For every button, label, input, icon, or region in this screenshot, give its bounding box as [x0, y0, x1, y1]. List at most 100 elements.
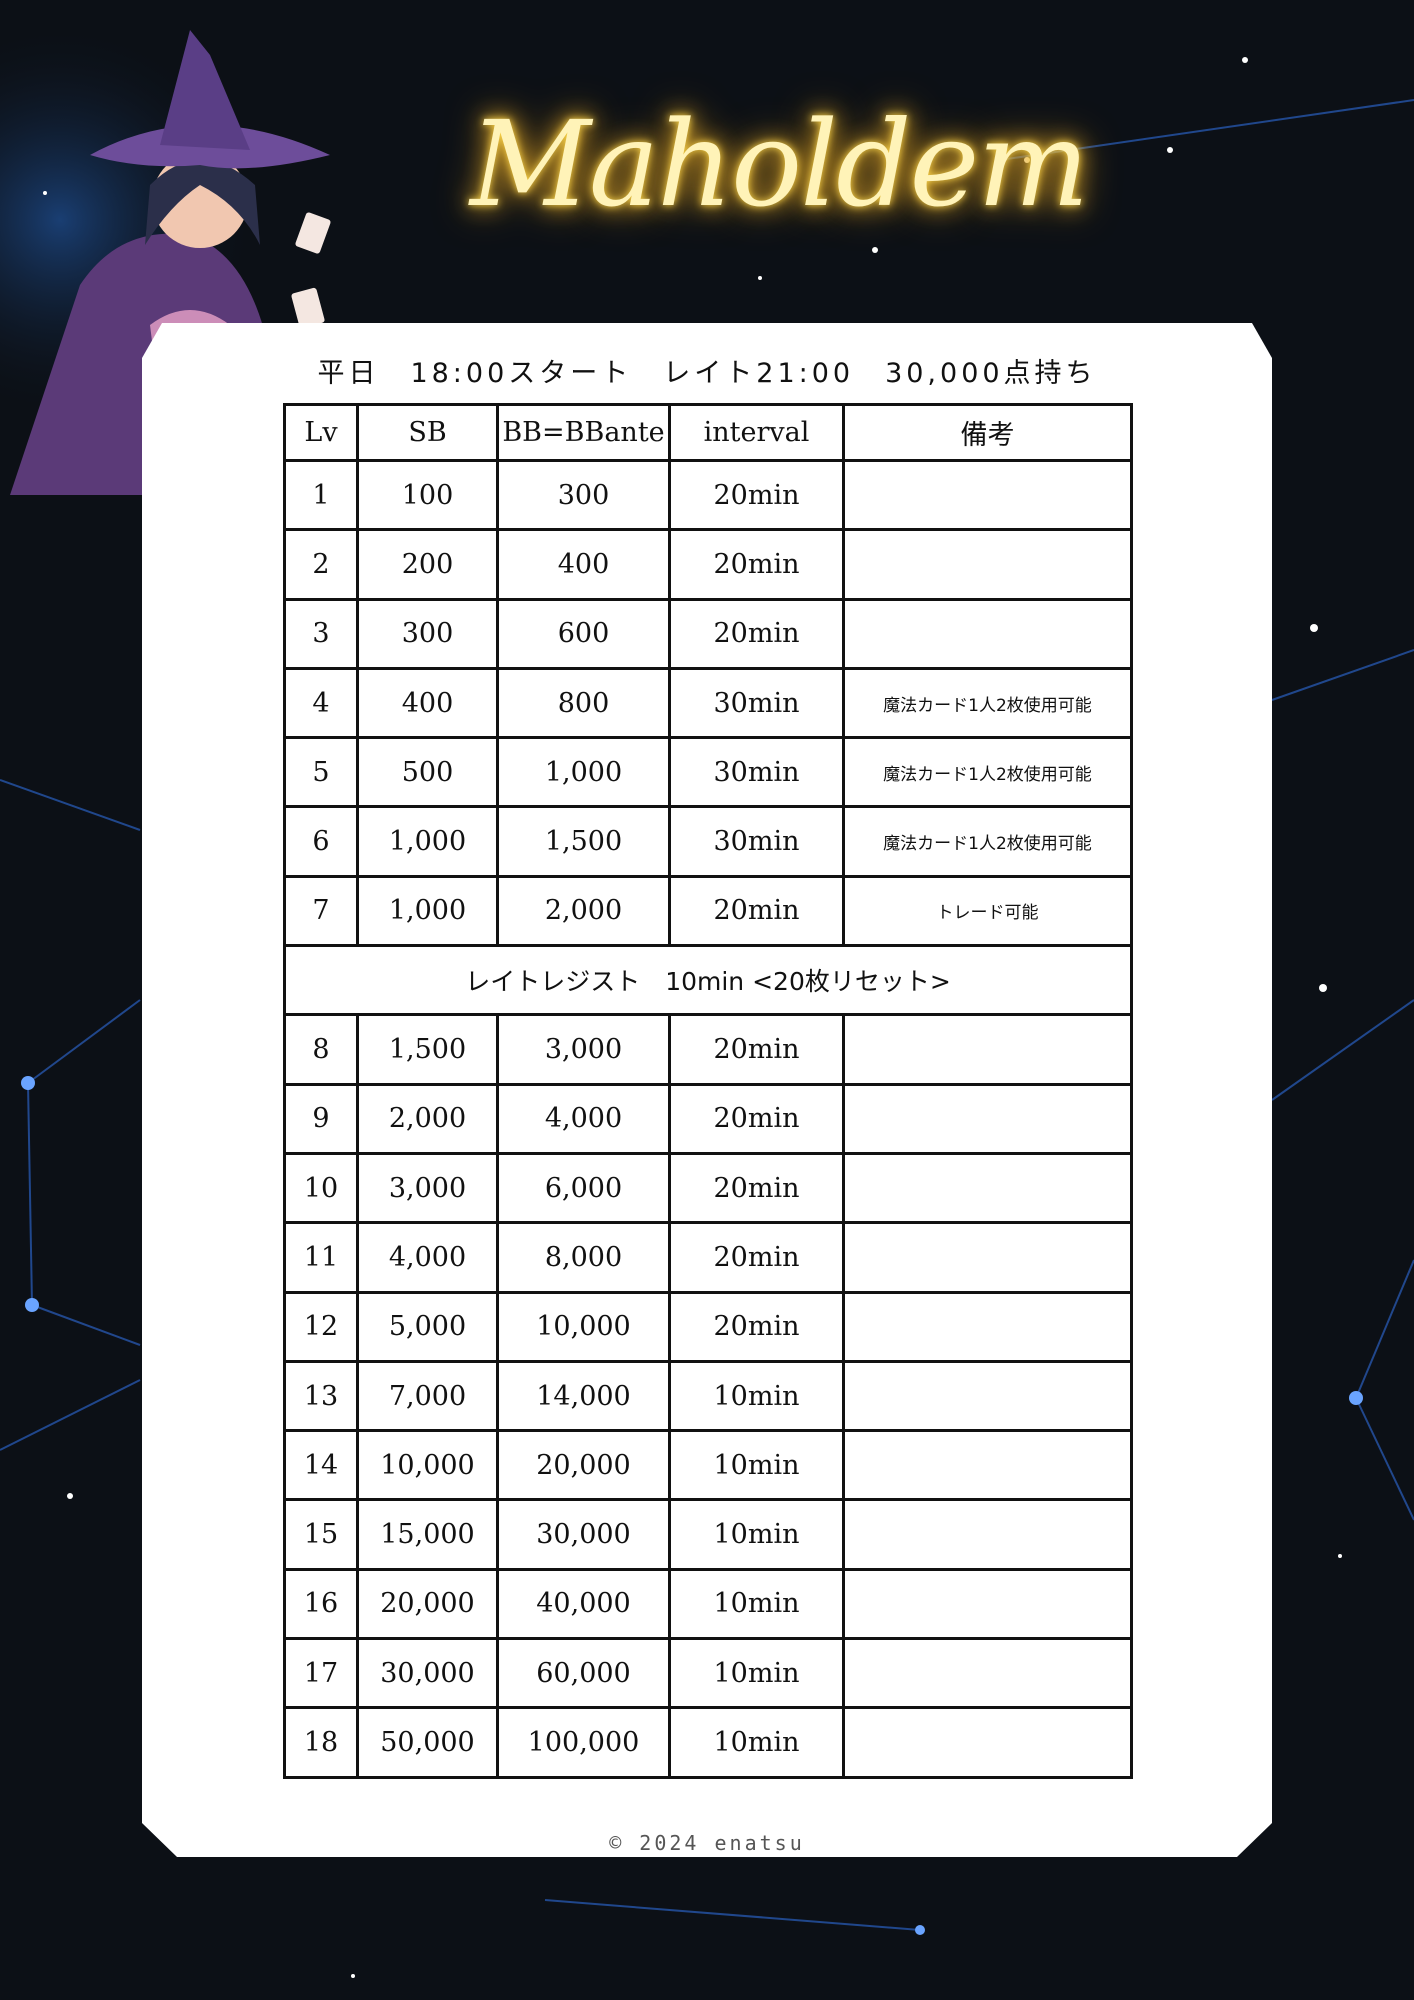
cell-interval: 10min [668, 1637, 845, 1710]
header-sb: SB [356, 403, 499, 462]
cell-interval: 20min [668, 1013, 845, 1086]
cell-notes [842, 1498, 1133, 1571]
cell-bb: 4,000 [496, 1082, 671, 1155]
cell-bb: 400 [496, 528, 671, 601]
cell-notes [842, 1706, 1133, 1779]
header-notes: 備考 [842, 403, 1133, 462]
table-row: 16 20,000 40,000 10min [283, 1567, 1133, 1641]
cell-interval: 20min [668, 458, 845, 532]
cell-level: 18 [283, 1706, 359, 1779]
cell-level: 15 [283, 1498, 359, 1571]
cell-sb: 2,000 [356, 1082, 499, 1155]
table-row: 9 2,000 4,000 20min [283, 1082, 1133, 1155]
cell-level: 3 [283, 597, 359, 670]
cell-bb: 8,000 [496, 1221, 671, 1294]
cell-level: 11 [283, 1221, 359, 1294]
cell-notes [842, 1359, 1133, 1433]
cell-notes [842, 1290, 1133, 1363]
cell-level: 5 [283, 736, 359, 809]
cell-sb: 3,000 [356, 1151, 499, 1225]
cell-level: 7 [283, 874, 359, 948]
table-row: 18 50,000 100,000 10min [283, 1706, 1133, 1779]
table-row: 3 300 600 20min [283, 597, 1133, 670]
table-row: 6 1,000 1,500 30min 魔法カード1人2枚使用可能 [283, 805, 1133, 878]
cell-sb: 50,000 [356, 1706, 499, 1779]
cell-bb: 6,000 [496, 1151, 671, 1225]
cell-bb: 2,000 [496, 874, 671, 948]
cell-sb: 15,000 [356, 1498, 499, 1571]
cell-level: 12 [283, 1290, 359, 1363]
cell-sb: 1,000 [356, 874, 499, 948]
cell-interval: 20min [668, 597, 845, 670]
cell-bb: 40,000 [496, 1567, 671, 1641]
cell-sb: 100 [356, 458, 499, 532]
cell-sb: 500 [356, 736, 499, 809]
cell-notes [842, 1082, 1133, 1155]
cell-notes [842, 1151, 1133, 1225]
cell-level: 14 [283, 1429, 359, 1502]
cell-level: 2 [283, 528, 359, 601]
cell-sb: 4,000 [356, 1221, 499, 1294]
table-row: 4 400 800 30min 魔法カード1人2枚使用可能 [283, 666, 1133, 740]
cell-interval: 20min [668, 528, 845, 601]
cell-level: 13 [283, 1359, 359, 1433]
table-row: 8 1,500 3,000 20min [283, 1013, 1133, 1086]
maholdem-logo: Maholdem [470, 95, 1089, 233]
cell-sb: 20,000 [356, 1567, 499, 1641]
cell-interval: 10min [668, 1359, 845, 1433]
cell-interval: 10min [668, 1429, 845, 1502]
cell-bb: 60,000 [496, 1637, 671, 1710]
cell-sb: 10,000 [356, 1429, 499, 1502]
cell-notes [842, 1637, 1133, 1710]
cell-level: 16 [283, 1567, 359, 1641]
late-registration-row: レイトレジスト 10min <20枚リセット> [283, 944, 1133, 1017]
header-interval: interval [668, 403, 845, 462]
table-row: 15 15,000 30,000 10min [283, 1498, 1133, 1571]
cell-interval: 20min [668, 1221, 845, 1294]
cell-sb: 7,000 [356, 1359, 499, 1433]
cell-bb: 1,500 [496, 805, 671, 878]
table-row: 12 5,000 10,000 20min [283, 1290, 1133, 1363]
cell-bb: 14,000 [496, 1359, 671, 1433]
cell-bb: 3,000 [496, 1013, 671, 1086]
cell-interval: 30min [668, 666, 845, 740]
cell-notes [842, 1567, 1133, 1641]
header-bb: BB=BBante [496, 403, 671, 462]
cell-level: 8 [283, 1013, 359, 1086]
cell-bb: 1,000 [496, 736, 671, 809]
cell-bb: 600 [496, 597, 671, 670]
cell-interval: 30min [668, 736, 845, 809]
copyright: © 2024 enatsu [609, 1831, 805, 1855]
table-row: 11 4,000 8,000 20min [283, 1221, 1133, 1294]
cell-level: 6 [283, 805, 359, 878]
cell-sb: 200 [356, 528, 499, 601]
cell-sb: 300 [356, 597, 499, 670]
table-row: 5 500 1,000 30min 魔法カード1人2枚使用可能 [283, 736, 1133, 809]
cell-bb: 20,000 [496, 1429, 671, 1502]
table-row: 1 100 300 20min [283, 458, 1133, 532]
cell-interval: 10min [668, 1498, 845, 1571]
cell-notes [842, 458, 1133, 532]
cell-interval: 20min [668, 1290, 845, 1363]
cell-notes: 魔法カード1人2枚使用可能 [842, 666, 1133, 740]
cell-notes [842, 1013, 1133, 1086]
cell-bb: 300 [496, 458, 671, 532]
cell-notes: 魔法カード1人2枚使用可能 [842, 805, 1133, 878]
cell-bb: 800 [496, 666, 671, 740]
cell-interval: 20min [668, 874, 845, 948]
table-row: 7 1,000 2,000 20min トレード可能 [283, 874, 1133, 948]
cell-notes [842, 1221, 1133, 1294]
cell-sb: 400 [356, 666, 499, 740]
cell-notes [842, 528, 1133, 601]
table-row: 13 7,000 14,000 10min [283, 1359, 1133, 1433]
cell-notes: 魔法カード1人2枚使用可能 [842, 736, 1133, 809]
cell-level: 10 [283, 1151, 359, 1225]
cell-bb: 100,000 [496, 1706, 671, 1779]
cell-interval: 10min [668, 1706, 845, 1779]
table-row: 14 10,000 20,000 10min [283, 1429, 1133, 1502]
table-row: 2 200 400 20min [283, 528, 1133, 601]
table-row: 10 3,000 6,000 20min [283, 1151, 1133, 1225]
cell-interval: 20min [668, 1082, 845, 1155]
cell-bb: 10,000 [496, 1290, 671, 1363]
cell-interval: 20min [668, 1151, 845, 1225]
